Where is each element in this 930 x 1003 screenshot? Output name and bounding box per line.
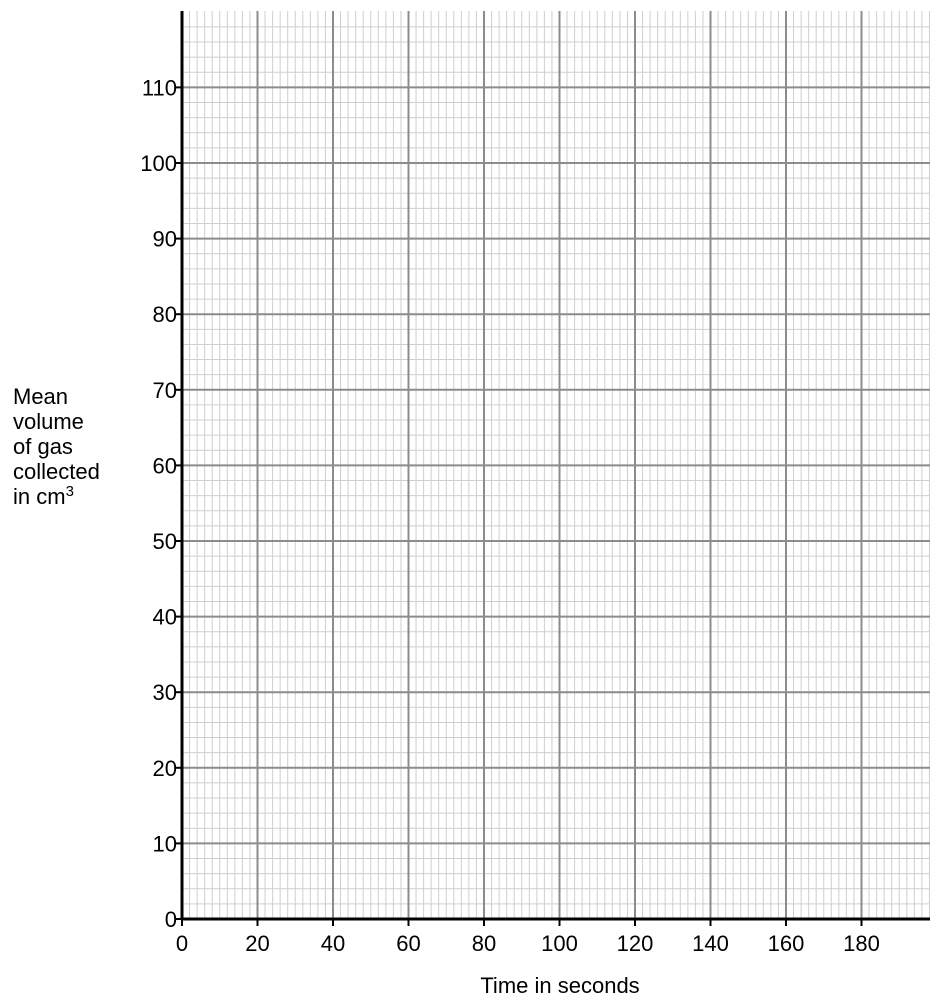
y-tick-label: 80: [153, 302, 177, 327]
y-tick-label: 0: [165, 907, 177, 932]
x-tick-label: 40: [321, 931, 345, 956]
y-axis-ticks: 0 10 20 30 40 50 60 70 80 90 100 110: [140, 75, 182, 932]
y-tick-label: 50: [153, 529, 177, 554]
y-tick-label: 60: [153, 453, 177, 478]
y-axis-title: Mean volume of gas collected in cm3: [13, 384, 133, 509]
x-tick-label: 100: [541, 931, 578, 956]
y-axis-title-line-4: collected: [13, 459, 100, 484]
y-axis-title-line-2: volume: [13, 409, 84, 434]
y-axis-title-line-5: in cm3: [13, 484, 133, 509]
y-tick-label: 40: [153, 605, 177, 630]
y-tick-label: 90: [153, 227, 177, 252]
x-tick-label: 60: [396, 931, 420, 956]
x-tick-label: 160: [768, 931, 805, 956]
y-tick-label: 70: [153, 378, 177, 403]
x-tick-label: 140: [692, 931, 729, 956]
y-axis-title-line-3: of gas: [13, 434, 73, 459]
x-tick-label: 180: [843, 931, 880, 956]
y-tick-label: 110: [142, 75, 177, 100]
x-tick-label: 120: [617, 931, 654, 956]
y-axis-title-line-1: Mean: [13, 384, 69, 409]
major-grid: [182, 11, 930, 919]
y-axis-unit: in cm: [13, 484, 66, 509]
x-axis-title: Time in seconds: [480, 973, 639, 998]
y-tick-label: 10: [153, 831, 177, 856]
x-tick-label: 80: [472, 931, 496, 956]
x-tick-label: 20: [245, 931, 269, 956]
y-tick-label: 100: [140, 151, 177, 176]
x-tick-label: 0: [176, 931, 188, 956]
y-tick-label: 30: [153, 680, 177, 705]
y-axis-unit-exponent: 3: [65, 483, 74, 500]
x-axis-ticks: 0 20 40 60 80 100 120 140 160 180: [176, 919, 880, 956]
y-tick-label: 20: [153, 756, 177, 781]
